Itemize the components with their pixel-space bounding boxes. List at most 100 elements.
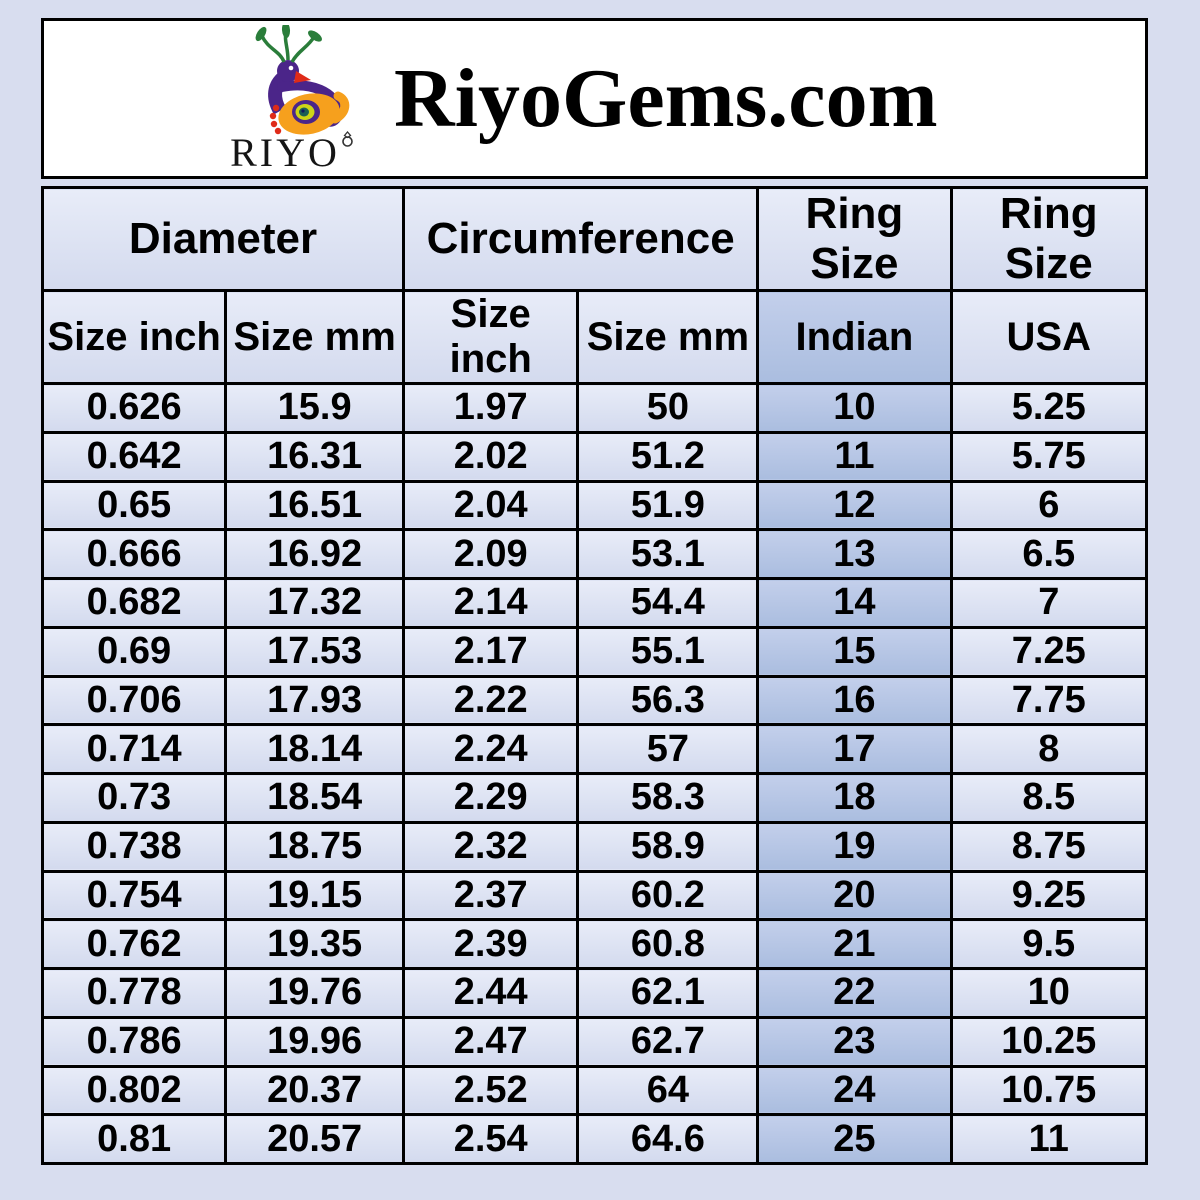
table-cell: 12: [756, 479, 953, 532]
table-cell: 2.17: [401, 625, 580, 678]
table-cell: 60.2: [576, 869, 760, 922]
table-cell: 10.75: [949, 1064, 1149, 1117]
table-cell: 0.73: [40, 772, 228, 824]
table-cell: 19: [756, 820, 953, 873]
table-group-header-row: Diameter Circumference Ring Size Ring Si…: [41, 186, 1149, 292]
table-cell: 22: [756, 967, 953, 1019]
table-cell: 19.15: [224, 869, 405, 922]
table-cell: 0.802: [40, 1064, 228, 1117]
table-cell: 0.682: [40, 577, 228, 629]
table-cell: 64.6: [576, 1113, 760, 1165]
table-row: 0.802 20.37 2.52 64 24 10.75: [40, 1064, 1149, 1117]
column-header-usa: USA: [949, 289, 1149, 385]
table-cell: 0.786: [40, 1015, 228, 1068]
table-cell: 64: [576, 1064, 760, 1117]
table-row: 0.714 18.14 2.24 57 17 8: [40, 723, 1149, 775]
table-cell: 53.1: [576, 528, 760, 580]
table-cell: 0.762: [40, 918, 228, 970]
table-cell: 2.32: [401, 820, 580, 873]
table-cell: 0.81: [40, 1113, 228, 1165]
table-cell: 0.714: [40, 723, 228, 775]
table-cell: 18.14: [224, 723, 405, 775]
table-cell: 0.626: [40, 382, 228, 434]
table-cell: 1.97: [401, 382, 580, 434]
table-row: 0.762 19.35 2.39 60.8 21 9.5: [40, 918, 1149, 970]
table-cell: 18.75: [224, 820, 405, 873]
table-cell: 16.92: [224, 528, 405, 580]
column-header-circumference-inch: Size inch: [401, 289, 580, 385]
table-cell: 17.93: [224, 674, 405, 727]
table-cell: 2.44: [401, 967, 580, 1019]
table-cell: 17.53: [224, 625, 405, 678]
table-cell: 2.39: [401, 918, 580, 970]
table-row: 0.626 15.9 1.97 50 10 5.25: [40, 382, 1149, 434]
table-cell: 19.35: [224, 918, 405, 970]
table-cell: 19.76: [224, 967, 405, 1019]
table-cell: 24: [756, 1064, 953, 1117]
table-cell: 19.96: [224, 1015, 405, 1068]
table-cell: 62.7: [576, 1015, 760, 1068]
table-cell: 2.02: [401, 430, 580, 483]
column-group-diameter: Diameter: [41, 186, 405, 292]
table-row: 0.642 16.31 2.02 51.2 11 5.75: [40, 430, 1149, 483]
site-title: RiyoGems.com: [394, 52, 938, 145]
table-cell: 0.642: [40, 430, 228, 483]
table-cell: 11: [756, 430, 953, 483]
table-cell: 0.706: [40, 674, 228, 727]
table-row: 0.786 19.96 2.47 62.7 23 10.25: [40, 1015, 1149, 1068]
table-cell: 56.3: [576, 674, 760, 727]
site-header: RIYO RiyoGems.com: [41, 18, 1148, 179]
table-cell: 10: [756, 382, 953, 434]
table-cell: 2.24: [401, 723, 580, 775]
table-cell: 0.778: [40, 967, 228, 1019]
table-cell: 57: [576, 723, 760, 775]
table-cell: 20.57: [224, 1113, 405, 1165]
table-row: 0.666 16.92 2.09 53.1 13 6.5: [40, 528, 1149, 580]
table-cell: 20: [756, 869, 953, 922]
table-cell: 51.2: [576, 430, 760, 483]
table-cell: 0.69: [40, 625, 228, 678]
table-row: 0.706 17.93 2.22 56.3 16 7.75: [40, 674, 1149, 727]
table-cell: 16.31: [224, 430, 405, 483]
table-cell: 7.25: [949, 625, 1149, 678]
table-cell: 0.666: [40, 528, 228, 580]
logo-text: RIYO: [230, 129, 340, 175]
table-cell: 0.65: [40, 479, 228, 532]
table-cell: 2.14: [401, 577, 580, 629]
table-cell: 2.04: [401, 479, 580, 532]
table-cell: 7: [949, 577, 1149, 629]
table-cell: 0.738: [40, 820, 228, 873]
table-subheader-row: Size inch Size mm Size inch Size mm Indi…: [40, 289, 1149, 385]
table-cell: 23: [756, 1015, 953, 1068]
table-cell: 15: [756, 625, 953, 678]
table-cell: 51.9: [576, 479, 760, 532]
column-group-circumference: Circumference: [401, 186, 760, 292]
ring-size-table: Diameter Circumference Ring Size Ring Si…: [40, 186, 1149, 1165]
table-cell: 62.1: [576, 967, 760, 1019]
riyo-logo: RIYO: [212, 24, 372, 175]
table-row: 0.65 16.51 2.04 51.9 12 6: [40, 479, 1149, 532]
column-header-diameter-inch: Size inch: [40, 289, 228, 385]
table-row: 0.738 18.75 2.32 58.9 19 8.75: [40, 820, 1149, 873]
table-row: 0.81 20.57 2.54 64.6 25 11: [40, 1113, 1149, 1165]
table-cell: 58.3: [576, 772, 760, 824]
table-row: 0.73 18.54 2.29 58.3 18 8.5: [40, 772, 1149, 824]
table-cell: 50: [576, 382, 760, 434]
column-header-indian: Indian: [756, 289, 953, 385]
table-row: 0.778 19.76 2.44 62.1 22 10: [40, 967, 1149, 1019]
table-cell: 11: [949, 1113, 1149, 1165]
table-row: 0.754 19.15 2.37 60.2 20 9.25: [40, 869, 1149, 922]
table-cell: 60.8: [576, 918, 760, 970]
table-cell: 6: [949, 479, 1149, 532]
table-cell: 2.47: [401, 1015, 580, 1068]
table-cell: 16.51: [224, 479, 405, 532]
column-header-diameter-mm: Size mm: [224, 289, 405, 385]
table-cell: 9.25: [949, 869, 1149, 922]
table-cell: 16: [756, 674, 953, 727]
column-group-ring-size-indian: Ring Size: [756, 186, 953, 292]
table-cell: 5.25: [949, 382, 1149, 434]
table-cell: 14: [756, 577, 953, 629]
table-cell: 18: [756, 772, 953, 824]
table-cell: 2.52: [401, 1064, 580, 1117]
